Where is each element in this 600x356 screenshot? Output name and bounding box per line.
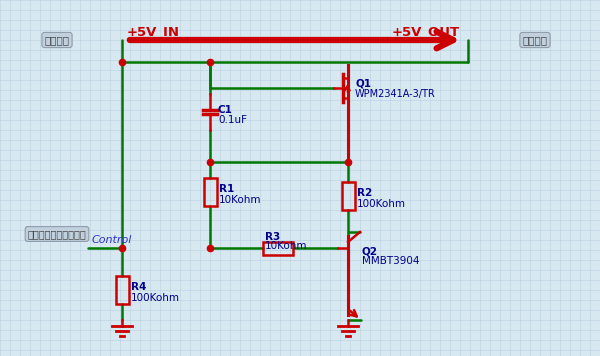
Text: 100Kohm: 100Kohm bbox=[357, 199, 406, 209]
Bar bbox=[203, 178, 217, 206]
Text: R3: R3 bbox=[265, 232, 280, 242]
Text: MMBT3904: MMBT3904 bbox=[362, 256, 419, 266]
Text: R2: R2 bbox=[357, 188, 372, 198]
Text: Q2: Q2 bbox=[362, 246, 378, 256]
Text: R1: R1 bbox=[219, 184, 234, 194]
Text: C1: C1 bbox=[218, 105, 233, 115]
Text: 10Kohm: 10Kohm bbox=[219, 195, 262, 205]
Text: 电源输入: 电源输入 bbox=[44, 35, 70, 45]
Text: R4: R4 bbox=[131, 282, 146, 292]
Text: +5V_IN: +5V_IN bbox=[127, 26, 180, 39]
Bar bbox=[263, 241, 293, 255]
Text: +5V_OUT: +5V_OUT bbox=[392, 26, 460, 39]
Bar bbox=[115, 276, 128, 304]
Text: 100Kohm: 100Kohm bbox=[131, 293, 180, 303]
Text: Q1: Q1 bbox=[355, 79, 371, 89]
Text: 10Kohm: 10Kohm bbox=[265, 241, 308, 251]
Bar bbox=[341, 182, 355, 210]
Text: Control: Control bbox=[92, 235, 133, 245]
Text: 输入信号控制电源开关: 输入信号控制电源开关 bbox=[28, 229, 86, 239]
Text: 0.1uF: 0.1uF bbox=[218, 115, 247, 125]
Text: WPM2341A-3/TR: WPM2341A-3/TR bbox=[355, 89, 436, 99]
Text: 电源输出: 电源输出 bbox=[523, 35, 548, 45]
